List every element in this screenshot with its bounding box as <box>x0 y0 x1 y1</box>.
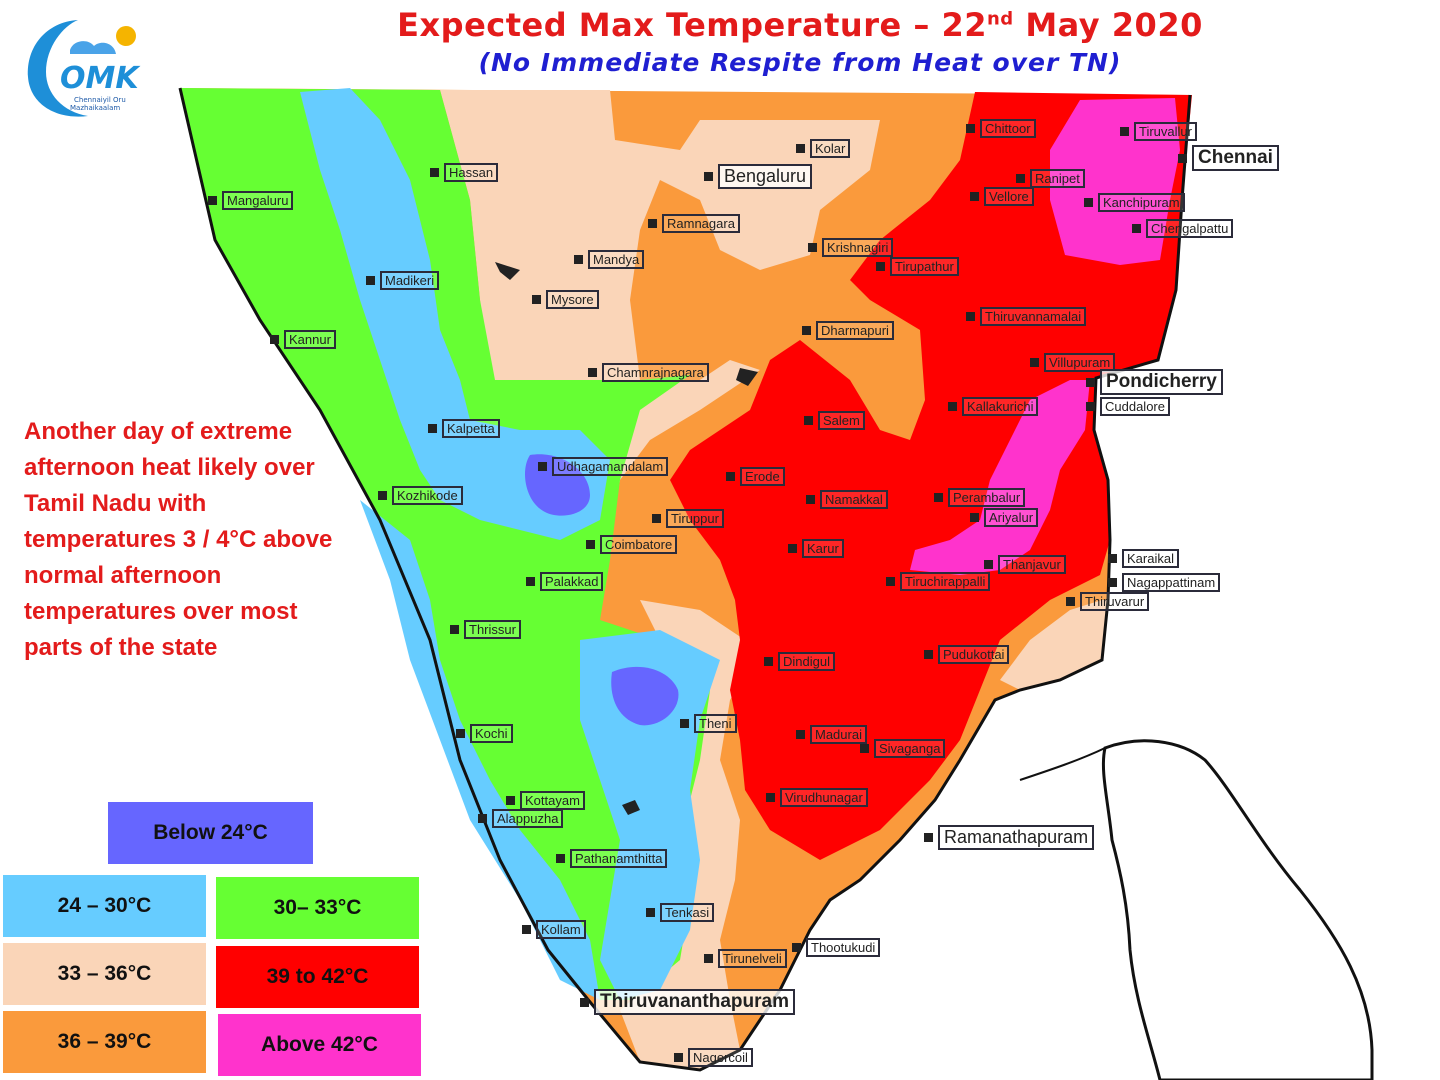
city-label: Kochi <box>456 724 513 743</box>
lake-mark <box>622 800 640 815</box>
city-label: Ariyalur <box>970 508 1039 527</box>
city-label: Hassan <box>430 163 499 182</box>
city-label: Karur <box>788 539 844 558</box>
city-label: Pondicherry <box>1086 369 1223 395</box>
legend-30-33: 30– 33°C <box>216 877 419 939</box>
city-label: Thiruvannamalai <box>966 307 1087 326</box>
city-label: Tirunelveli <box>704 949 787 968</box>
city-label: Pudukottai <box>924 645 1010 664</box>
svg-text:OMK: OMK <box>60 61 141 96</box>
city-label: Alappuzha <box>478 809 564 828</box>
zone-24-30-west <box>300 88 610 540</box>
legend-below-24: Below 24°C <box>108 802 313 864</box>
city-label: Coimbatore <box>586 535 678 554</box>
city-label: Chengalpattu <box>1132 219 1234 238</box>
city-label: Madikeri <box>366 271 440 290</box>
city-label: Nagappattinam <box>1108 573 1221 592</box>
svg-text:Chennaiyil Oru: Chennaiyil Oru <box>74 96 126 104</box>
zone-below-24-south <box>611 666 679 726</box>
city-label: Karaikal <box>1108 549 1179 568</box>
map-title: Expected Max Temperature – 22nd May 2020 <box>397 6 1203 44</box>
svg-text:Mazhaikaalam: Mazhaikaalam <box>70 104 120 112</box>
heat-note: Another day of extreme afternoon heat li… <box>24 418 333 661</box>
city-label: Tiruppur <box>652 509 724 528</box>
city-label: Tirupathur <box>876 257 959 276</box>
city-label: Krishnagiri <box>808 238 894 257</box>
city-label: Kallakurichi <box>948 397 1039 416</box>
zone-33-36-coast <box>1000 600 1108 690</box>
legend-36-39: 36 – 39°C <box>3 1011 206 1073</box>
city-label: Virudhunagar <box>766 788 868 807</box>
city-label: Salem <box>804 411 865 430</box>
legend-24-30: 24 – 30°C <box>3 875 206 937</box>
city-label: Thootukudi <box>792 938 881 957</box>
city-label: Kannur <box>270 330 336 349</box>
city-label: Chennai <box>1178 145 1279 171</box>
city-label: Mangaluru <box>208 191 294 210</box>
city-label: Palakkad <box>526 572 604 591</box>
city-label: Ranipet <box>1016 169 1085 188</box>
omk-logo: OMK Chennaiyil Oru Mazhaikaalam <box>27 20 141 117</box>
lake-mark <box>736 368 758 386</box>
city-label: Dindigul <box>764 652 835 671</box>
city-label: Kanchipuram <box>1084 193 1185 212</box>
lake-mark <box>495 262 520 280</box>
city-label: Cuddalore <box>1086 397 1170 416</box>
legend-above-42: Above 42°C <box>218 1014 421 1076</box>
zone-above-42-south <box>910 380 1090 575</box>
city-label: Thiruvananthapuram <box>580 989 795 1015</box>
city-label: Perambalur <box>934 488 1026 507</box>
city-label: Thanjavur <box>984 555 1066 574</box>
zone-39-42 <box>670 92 1192 860</box>
city-label: Mandya <box>574 250 645 269</box>
legend-39-42: 39 to 42°C <box>216 946 419 1008</box>
city-label: Vellore <box>970 187 1034 206</box>
city-label: Tiruchirappalli <box>886 572 991 591</box>
city-label: Nagercoil <box>674 1048 753 1067</box>
city-label: Thiruvarur <box>1066 592 1150 611</box>
city-label: Chamnrajnagara <box>588 363 709 382</box>
coastline <box>178 87 1192 1072</box>
zone-24-30-coast <box>360 500 600 1000</box>
legend-33-36: 33 – 36°C <box>3 943 206 1005</box>
city-label: Mysore <box>532 290 599 309</box>
city-label: Villupuram <box>1030 353 1116 372</box>
city-label: Kolar <box>796 139 851 158</box>
city-label: Kozhikode <box>378 486 463 505</box>
city-label: Erode <box>726 467 785 486</box>
city-label: Thrissur <box>450 620 521 639</box>
city-label: Ramnagara <box>648 214 740 233</box>
coast-line <box>1019 747 1106 781</box>
city-label: Dharmapuri <box>802 321 894 340</box>
city-label: Bengaluru <box>704 164 813 189</box>
city-label: Udhagamandalam <box>538 457 669 476</box>
sri-lanka-outline <box>1101 739 1374 1080</box>
city-label: Tiruvallur <box>1120 122 1197 141</box>
city-label: Kollam <box>522 920 586 939</box>
city-label: Namakkal <box>806 490 888 509</box>
city-label: Kottayam <box>506 791 585 810</box>
city-label: Sivaganga <box>860 739 946 758</box>
map-subtitle: (No Immediate Respite from Heat over TN) <box>478 48 1122 77</box>
city-label: Pathanamthitta <box>556 849 668 868</box>
city-label: Ramanathapuram <box>924 825 1095 850</box>
city-label: Theni <box>680 714 737 733</box>
city-label: Chittoor <box>966 119 1036 138</box>
zone-30-33 <box>180 88 720 1000</box>
city-label: Kalpetta <box>428 419 500 438</box>
city-label: Tenkasi <box>646 903 715 922</box>
city-label: Madurai <box>796 725 867 744</box>
